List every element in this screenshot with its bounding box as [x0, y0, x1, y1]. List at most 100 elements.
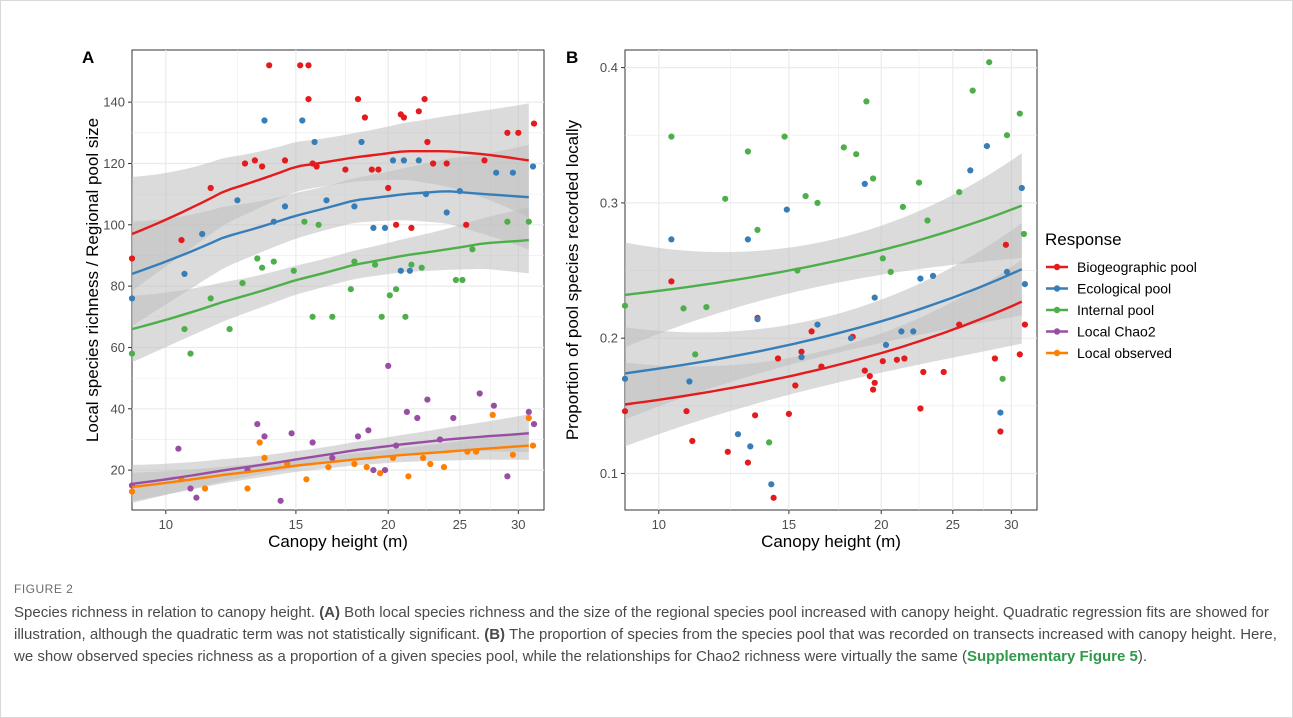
data-point-chao2 [354, 433, 362, 440]
data-point-ecological [1018, 184, 1025, 192]
data-point-ecological [754, 316, 761, 323]
fit-line-ecological [624, 268, 1023, 375]
legend: Response Biogeographic pool Ecological po… [1045, 230, 1197, 361]
legend-dot-swatch [1053, 306, 1061, 314]
panel-a-y-axis-title: Local species richness / Regional pool s… [83, 118, 102, 442]
data-point-internal [703, 304, 710, 311]
data-point-internal [128, 350, 136, 357]
legend-item: Biogeographic pool [1046, 259, 1197, 275]
data-point-internal [814, 199, 821, 206]
data-point-observed [420, 454, 427, 461]
legend-title: Response [1045, 230, 1122, 249]
data-point-ecological [744, 236, 752, 243]
legend-items: Biogeographic pool Ecological pool Interna… [1046, 259, 1197, 361]
data-point-observed [201, 485, 209, 492]
confidence-band-ecological [132, 144, 529, 327]
data-point-internal [372, 261, 379, 268]
legend-dot-swatch [1053, 285, 1061, 292]
data-point-chao2 [187, 485, 194, 492]
panel-b-points [621, 59, 1028, 501]
data-point-biogeographic [251, 157, 258, 164]
y-tick-label: 60 [111, 340, 125, 355]
x-tick-label: 15 [289, 517, 303, 532]
data-point-chao2 [193, 494, 200, 501]
data-point-observed [363, 464, 370, 471]
y-tick-label: 20 [111, 463, 125, 478]
data-point-internal [956, 189, 963, 196]
data-point-internal [802, 193, 809, 200]
x-tick-label: 10 [159, 517, 173, 532]
y-tick-label: 120 [103, 156, 125, 171]
data-point-internal [270, 258, 277, 265]
data-point-biogeographic [621, 408, 629, 415]
data-point-biogeographic [940, 368, 947, 376]
legend-item: Ecological pool [1046, 281, 1171, 297]
data-point-ecological [323, 197, 330, 204]
panel-b-confidence-bands [625, 153, 1022, 447]
data-point-ecological [358, 138, 365, 146]
data-point-biogeographic [481, 157, 488, 164]
caption-part-2: Both local species richness and the size… [14, 604, 1269, 643]
data-point-internal [402, 313, 409, 320]
legend-dot-swatch [1053, 349, 1061, 357]
data-point-biogeographic [991, 355, 999, 362]
figure-canvas: 20 40 60 80 100 120 140 10 15 20 25 30 A Local spec… [82, 48, 1197, 551]
data-point-biogeographic [361, 114, 368, 121]
fit-line-internal [131, 238, 529, 331]
data-point-biogeographic [798, 348, 805, 355]
data-point-observed [489, 411, 496, 418]
data-point-biogeographic [683, 408, 690, 415]
caption-ref-a: (A) [319, 604, 341, 621]
legend-dot-swatch [1053, 263, 1061, 271]
data-point-internal [469, 246, 476, 253]
data-point-observed [377, 470, 384, 477]
data-point-biogeographic [774, 355, 782, 362]
supplementary-figure-link[interactable]: Supplementary Figure 5 [966, 648, 1138, 665]
data-point-ecological [370, 224, 377, 231]
data-point-internal [899, 203, 907, 210]
y-tick-label: 40 [111, 401, 125, 416]
data-point-chao2 [329, 454, 336, 461]
data-point-biogeographic [997, 428, 1004, 435]
data-point-internal [259, 264, 266, 271]
data-point-internal [969, 87, 976, 94]
data-point-internal [680, 305, 687, 312]
data-point-internal [722, 195, 729, 202]
data-point-internal [999, 375, 1006, 382]
data-point-ecological [311, 138, 318, 146]
data-point-ecological [509, 169, 516, 176]
data-point-internal [668, 133, 675, 140]
data-point-ecological [529, 163, 537, 170]
data-point-chao2 [476, 390, 483, 397]
data-point-biogeographic [415, 108, 422, 115]
data-point-internal [525, 218, 532, 225]
fit-line-ecological [131, 190, 529, 276]
data-point-ecological [882, 341, 890, 348]
data-point-chao2 [490, 402, 497, 409]
legend-dot-swatch [1053, 328, 1061, 335]
data-point-chao2 [381, 467, 389, 474]
data-point-ecological [281, 203, 289, 210]
data-point-internal [924, 217, 931, 224]
data-point-internal [290, 267, 297, 274]
data-point-biogeographic [266, 62, 273, 69]
data-point-chao2 [288, 430, 295, 437]
data-point-ecological [234, 197, 241, 204]
data-point-internal [301, 218, 308, 225]
data-point-observed [261, 454, 268, 461]
data-point-biogeographic [530, 120, 538, 127]
data-point-biogeographic [342, 166, 349, 173]
data-point-ecological [128, 295, 136, 302]
x-tick-label: 15 [782, 517, 796, 532]
data-point-biogeographic [313, 163, 320, 170]
data-point-internal [879, 255, 886, 262]
data-point-ecological [861, 180, 868, 187]
y-tick-label: 100 [103, 217, 125, 232]
panel-b: 0.1 0.2 0.3 0.4 10 15 20 25 30 B Proportion of p… [563, 48, 1038, 551]
data-point-ecological [181, 270, 188, 277]
caption-part-3: The proportion of species from the speci… [14, 626, 1277, 665]
data-point-ecological [381, 224, 389, 231]
data-point-internal [187, 350, 194, 357]
data-point-ecological [493, 169, 500, 176]
data-point-ecological [983, 143, 991, 150]
